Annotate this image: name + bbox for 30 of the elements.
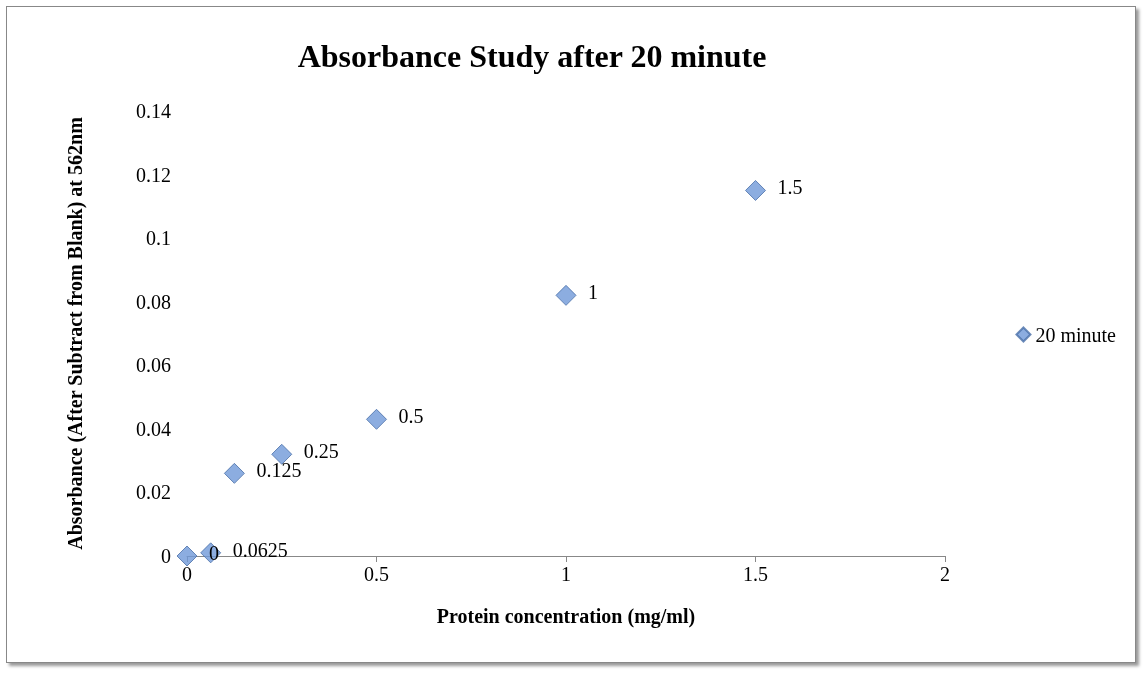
annotation: 1.5 — [777, 176, 803, 199]
point — [176, 545, 198, 567]
y-tick-label: 0 — [161, 545, 171, 567]
y-tick-label: 0.06 — [136, 354, 171, 377]
y-tick-label: 0.04 — [136, 417, 171, 440]
x-tick-label: 1 — [561, 563, 571, 585]
annotation: 1 — [588, 281, 598, 304]
y-tick-label: 0.02 — [136, 481, 171, 504]
y-axis-title: Absorbance (After Subtract from Blank) at 562nm — [64, 116, 87, 550]
point — [555, 284, 577, 306]
x-tick-label: 0.5 — [364, 563, 389, 585]
x-tick-label: 2 — [940, 563, 950, 585]
point — [745, 179, 766, 201]
annotation: 0.125 — [256, 459, 302, 482]
annotation: 0.25 — [303, 440, 339, 463]
y-tick-label: 0.12 — [136, 163, 171, 186]
y-tick-label: 0.14 — [136, 100, 171, 122]
annotation: 0.5 — [398, 405, 424, 428]
x-tick-label: 0 — [182, 563, 192, 585]
y-tick-label: 0.08 — [136, 290, 171, 313]
y-tick-label: 0.1 — [146, 227, 171, 250]
point — [366, 408, 387, 430]
point — [223, 462, 245, 484]
x-tick-label: 1.5 — [743, 563, 768, 585]
annotation: 0.0625 — [232, 538, 288, 561]
x-axis-title: Protein concentration (mg/ml) — [436, 605, 696, 628]
legend-label: 20 minute — [1035, 323, 1117, 346]
point — [271, 443, 293, 465]
annotation: 0 — [209, 542, 219, 564]
chart-title: Absorbance Study after 20 minute — [297, 38, 767, 74]
